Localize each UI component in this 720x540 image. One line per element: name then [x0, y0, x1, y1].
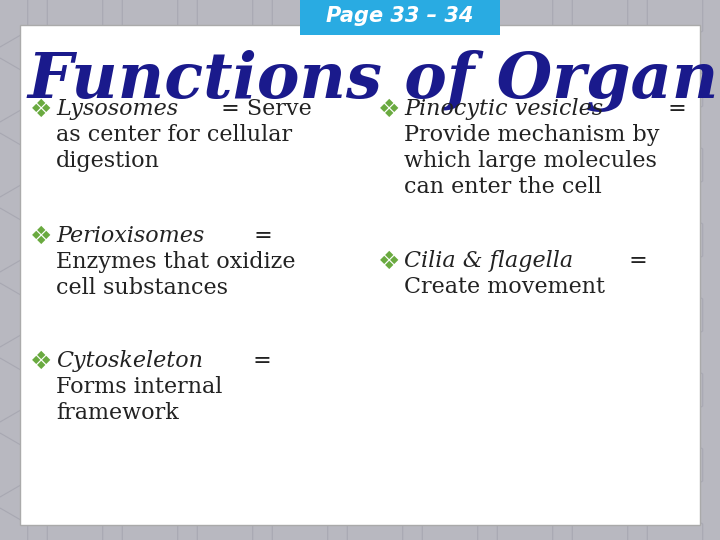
- FancyBboxPatch shape: [20, 25, 700, 525]
- Text: =: =: [622, 250, 648, 272]
- Text: =: =: [661, 98, 687, 120]
- Text: ❖: ❖: [378, 98, 400, 122]
- Text: digestion: digestion: [56, 150, 160, 172]
- Text: Create movement: Create movement: [404, 276, 605, 298]
- Text: framework: framework: [56, 402, 179, 424]
- Text: ❖: ❖: [30, 225, 53, 249]
- Text: which large molecules: which large molecules: [404, 150, 657, 172]
- Text: Provide mechanism by: Provide mechanism by: [404, 124, 660, 146]
- Text: can enter the cell: can enter the cell: [404, 176, 602, 198]
- Text: ❖: ❖: [30, 350, 53, 374]
- Text: = Serve: = Serve: [214, 98, 311, 120]
- Text: ❖: ❖: [378, 250, 400, 274]
- Text: Pinocytic vesicles: Pinocytic vesicles: [404, 98, 603, 120]
- Text: Functions of Organelles: Functions of Organelles: [28, 50, 720, 112]
- Text: ❖: ❖: [30, 98, 53, 122]
- Text: as center for cellular: as center for cellular: [56, 124, 292, 146]
- Text: =: =: [247, 225, 273, 247]
- Text: Cytoskeleton: Cytoskeleton: [56, 350, 203, 372]
- Text: Enzymes that oxidize: Enzymes that oxidize: [56, 251, 295, 273]
- Text: cell substances: cell substances: [56, 277, 228, 299]
- Text: Cilia & flagella: Cilia & flagella: [404, 250, 573, 272]
- Text: =: =: [246, 350, 271, 372]
- Text: Forms internal: Forms internal: [56, 376, 222, 398]
- Text: Lysosomes: Lysosomes: [56, 98, 178, 120]
- Text: Page 33 – 34: Page 33 – 34: [326, 6, 474, 26]
- Text: Perioxisomes: Perioxisomes: [56, 225, 204, 247]
- FancyBboxPatch shape: [300, 0, 500, 35]
